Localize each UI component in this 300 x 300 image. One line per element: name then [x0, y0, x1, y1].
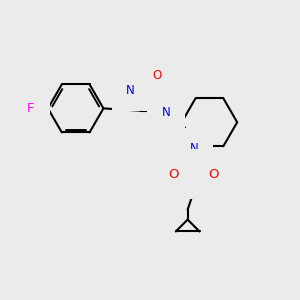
Text: O: O	[208, 167, 219, 181]
Text: N: N	[162, 106, 170, 119]
Text: O: O	[152, 69, 162, 82]
Text: N: N	[126, 84, 134, 97]
Text: F: F	[26, 102, 34, 115]
Text: O: O	[169, 167, 179, 181]
Text: S: S	[189, 167, 198, 182]
Text: N: N	[190, 142, 199, 155]
